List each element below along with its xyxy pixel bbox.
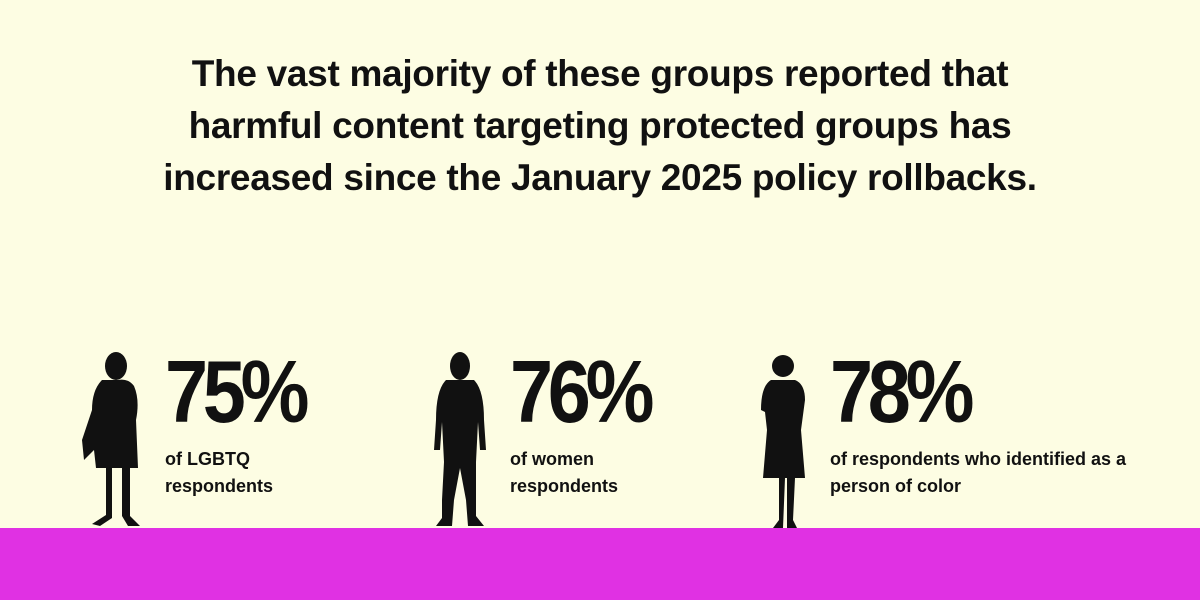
silhouette [82, 352, 140, 526]
silhouette [434, 352, 486, 526]
stat-label: of respondents who identified as a perso… [830, 449, 1127, 496]
stat-label: of women respondents [510, 449, 619, 496]
stat-value: 78% [830, 342, 974, 441]
stat-value: 75% [165, 342, 309, 441]
stat-value: 76% [510, 342, 654, 441]
footer-band [0, 528, 1200, 600]
stat-label: of LGBTQ respondents [165, 449, 274, 496]
headline: The vast majority of these groups report… [163, 53, 1037, 198]
silhouette [761, 355, 805, 528]
